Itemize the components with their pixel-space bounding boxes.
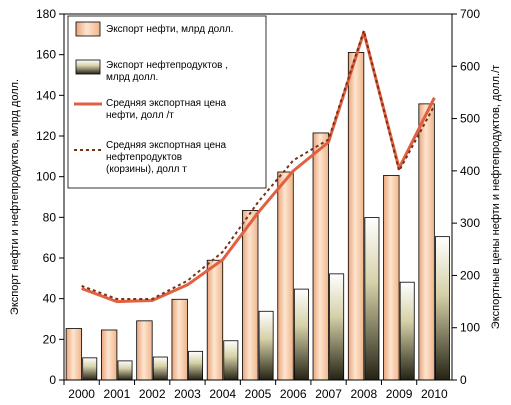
- bar-products-2001: [117, 360, 133, 381]
- y-tick-label-180: 180: [36, 7, 56, 21]
- bar-products-2000: [82, 357, 98, 381]
- bar-oil-2004: [206, 259, 224, 381]
- legend-swatch-products: [75, 59, 101, 75]
- bar-oil-2010: [418, 103, 435, 381]
- legend-label-products-line-1: Экспорт нефтепродуктов ,: [106, 59, 228, 71]
- legend-label-products-price-line-3: (корзины), долл т: [106, 164, 187, 175]
- bar-products-2010: [435, 236, 450, 381]
- legend-swatch-oil: [75, 21, 101, 37]
- y2-tick-label-500: 500: [460, 112, 480, 126]
- y-tick-label-40: 40: [43, 292, 57, 306]
- x-tick-label-2010: 2010: [421, 387, 448, 401]
- y2-tick-label-400: 400: [460, 164, 480, 178]
- y-tick-label-100: 100: [36, 170, 56, 184]
- y-tick-label-60: 60: [43, 251, 57, 265]
- lines-layer: [81, 27, 436, 304]
- bar-oil-2000: [65, 328, 83, 381]
- y-tick-label-120: 120: [36, 129, 56, 143]
- y2-tick-label-700: 700: [460, 7, 480, 21]
- y2-tick-label-300: 300: [460, 216, 480, 230]
- line-products-price: [81, 27, 436, 300]
- y2-tick-label-200: 200: [460, 268, 480, 282]
- x-tick-label-2004: 2004: [209, 387, 236, 401]
- line-oil-price: [81, 30, 436, 304]
- y-axis-title: Экспорт нефти и нефтепродуктов, млрд дол…: [9, 79, 21, 315]
- legend-label-products-price-line-1: Средняя экспортная цена: [106, 140, 227, 151]
- legend: Экспорт нефти, млрд долл. Экспорт нефтепр…: [67, 15, 267, 189]
- x-tick-label-2005: 2005: [245, 387, 272, 401]
- legend-label-oil: Экспорт нефти, млрд долл.: [106, 23, 233, 35]
- y-tick-label-0: 0: [49, 373, 56, 387]
- x-tick-label-2007: 2007: [315, 387, 342, 401]
- x-tick-label-2009: 2009: [386, 387, 413, 401]
- y-tick-label-20: 20: [43, 332, 57, 346]
- bar-products-2008: [364, 217, 380, 381]
- y2-tick-label-100: 100: [460, 321, 480, 335]
- bar-products-2006: [293, 288, 309, 381]
- bar-oil-2002: [136, 320, 153, 381]
- legend-label-products-line-2: млрд долл.: [106, 72, 158, 83]
- x-tick-label-2001: 2001: [104, 387, 131, 401]
- bar-oil-2003: [171, 298, 188, 381]
- x-tick-label-2003: 2003: [174, 387, 201, 401]
- bars-layer: [65, 52, 450, 381]
- y2-axis-title: Экспортные цены нефти и нефтепродуктов, …: [490, 65, 502, 329]
- y-tick-label-80: 80: [43, 210, 57, 224]
- bar-products-2002: [152, 356, 168, 381]
- plot-frame: [63, 13, 453, 381]
- y2-tick-label-0: 0: [460, 373, 467, 387]
- bar-oil-2009: [383, 175, 400, 381]
- y-tick-label-160: 160: [36, 48, 56, 62]
- bar-oil-2005: [242, 210, 259, 381]
- legend-label-oil-price-line-1: Средняя экспортная цена: [106, 98, 227, 109]
- legend-label-products-price-line-2: нефтепродуктов: [106, 151, 182, 163]
- y2-tick-label-600: 600: [460, 59, 480, 73]
- bar-products-2009: [399, 281, 415, 381]
- axes-layer: 0 20 40 60 80 100 120 140 160 180 0 100 200 300 400 500…: [9, 7, 502, 401]
- x-tick-label-2008: 2008: [350, 387, 377, 401]
- legend-box: [67, 15, 267, 189]
- x-tick-label-2006: 2006: [280, 387, 307, 401]
- bar-products-2004: [223, 340, 239, 381]
- bar-oil-2007: [312, 132, 329, 381]
- bar-products-2003: [188, 350, 204, 381]
- legend-label-oil-price-line-2: нефти, долл /т: [106, 109, 174, 121]
- x-tick-label-2002: 2002: [139, 387, 166, 401]
- bar-oil-2001: [100, 329, 118, 381]
- bar-products-2007: [329, 273, 345, 381]
- bar-oil-2008: [347, 52, 365, 381]
- bar-products-2005: [258, 310, 274, 381]
- y-tick-label-140: 140: [36, 88, 56, 102]
- x-tick-label-2000: 2000: [68, 387, 95, 401]
- bar-oil-2006: [277, 171, 294, 381]
